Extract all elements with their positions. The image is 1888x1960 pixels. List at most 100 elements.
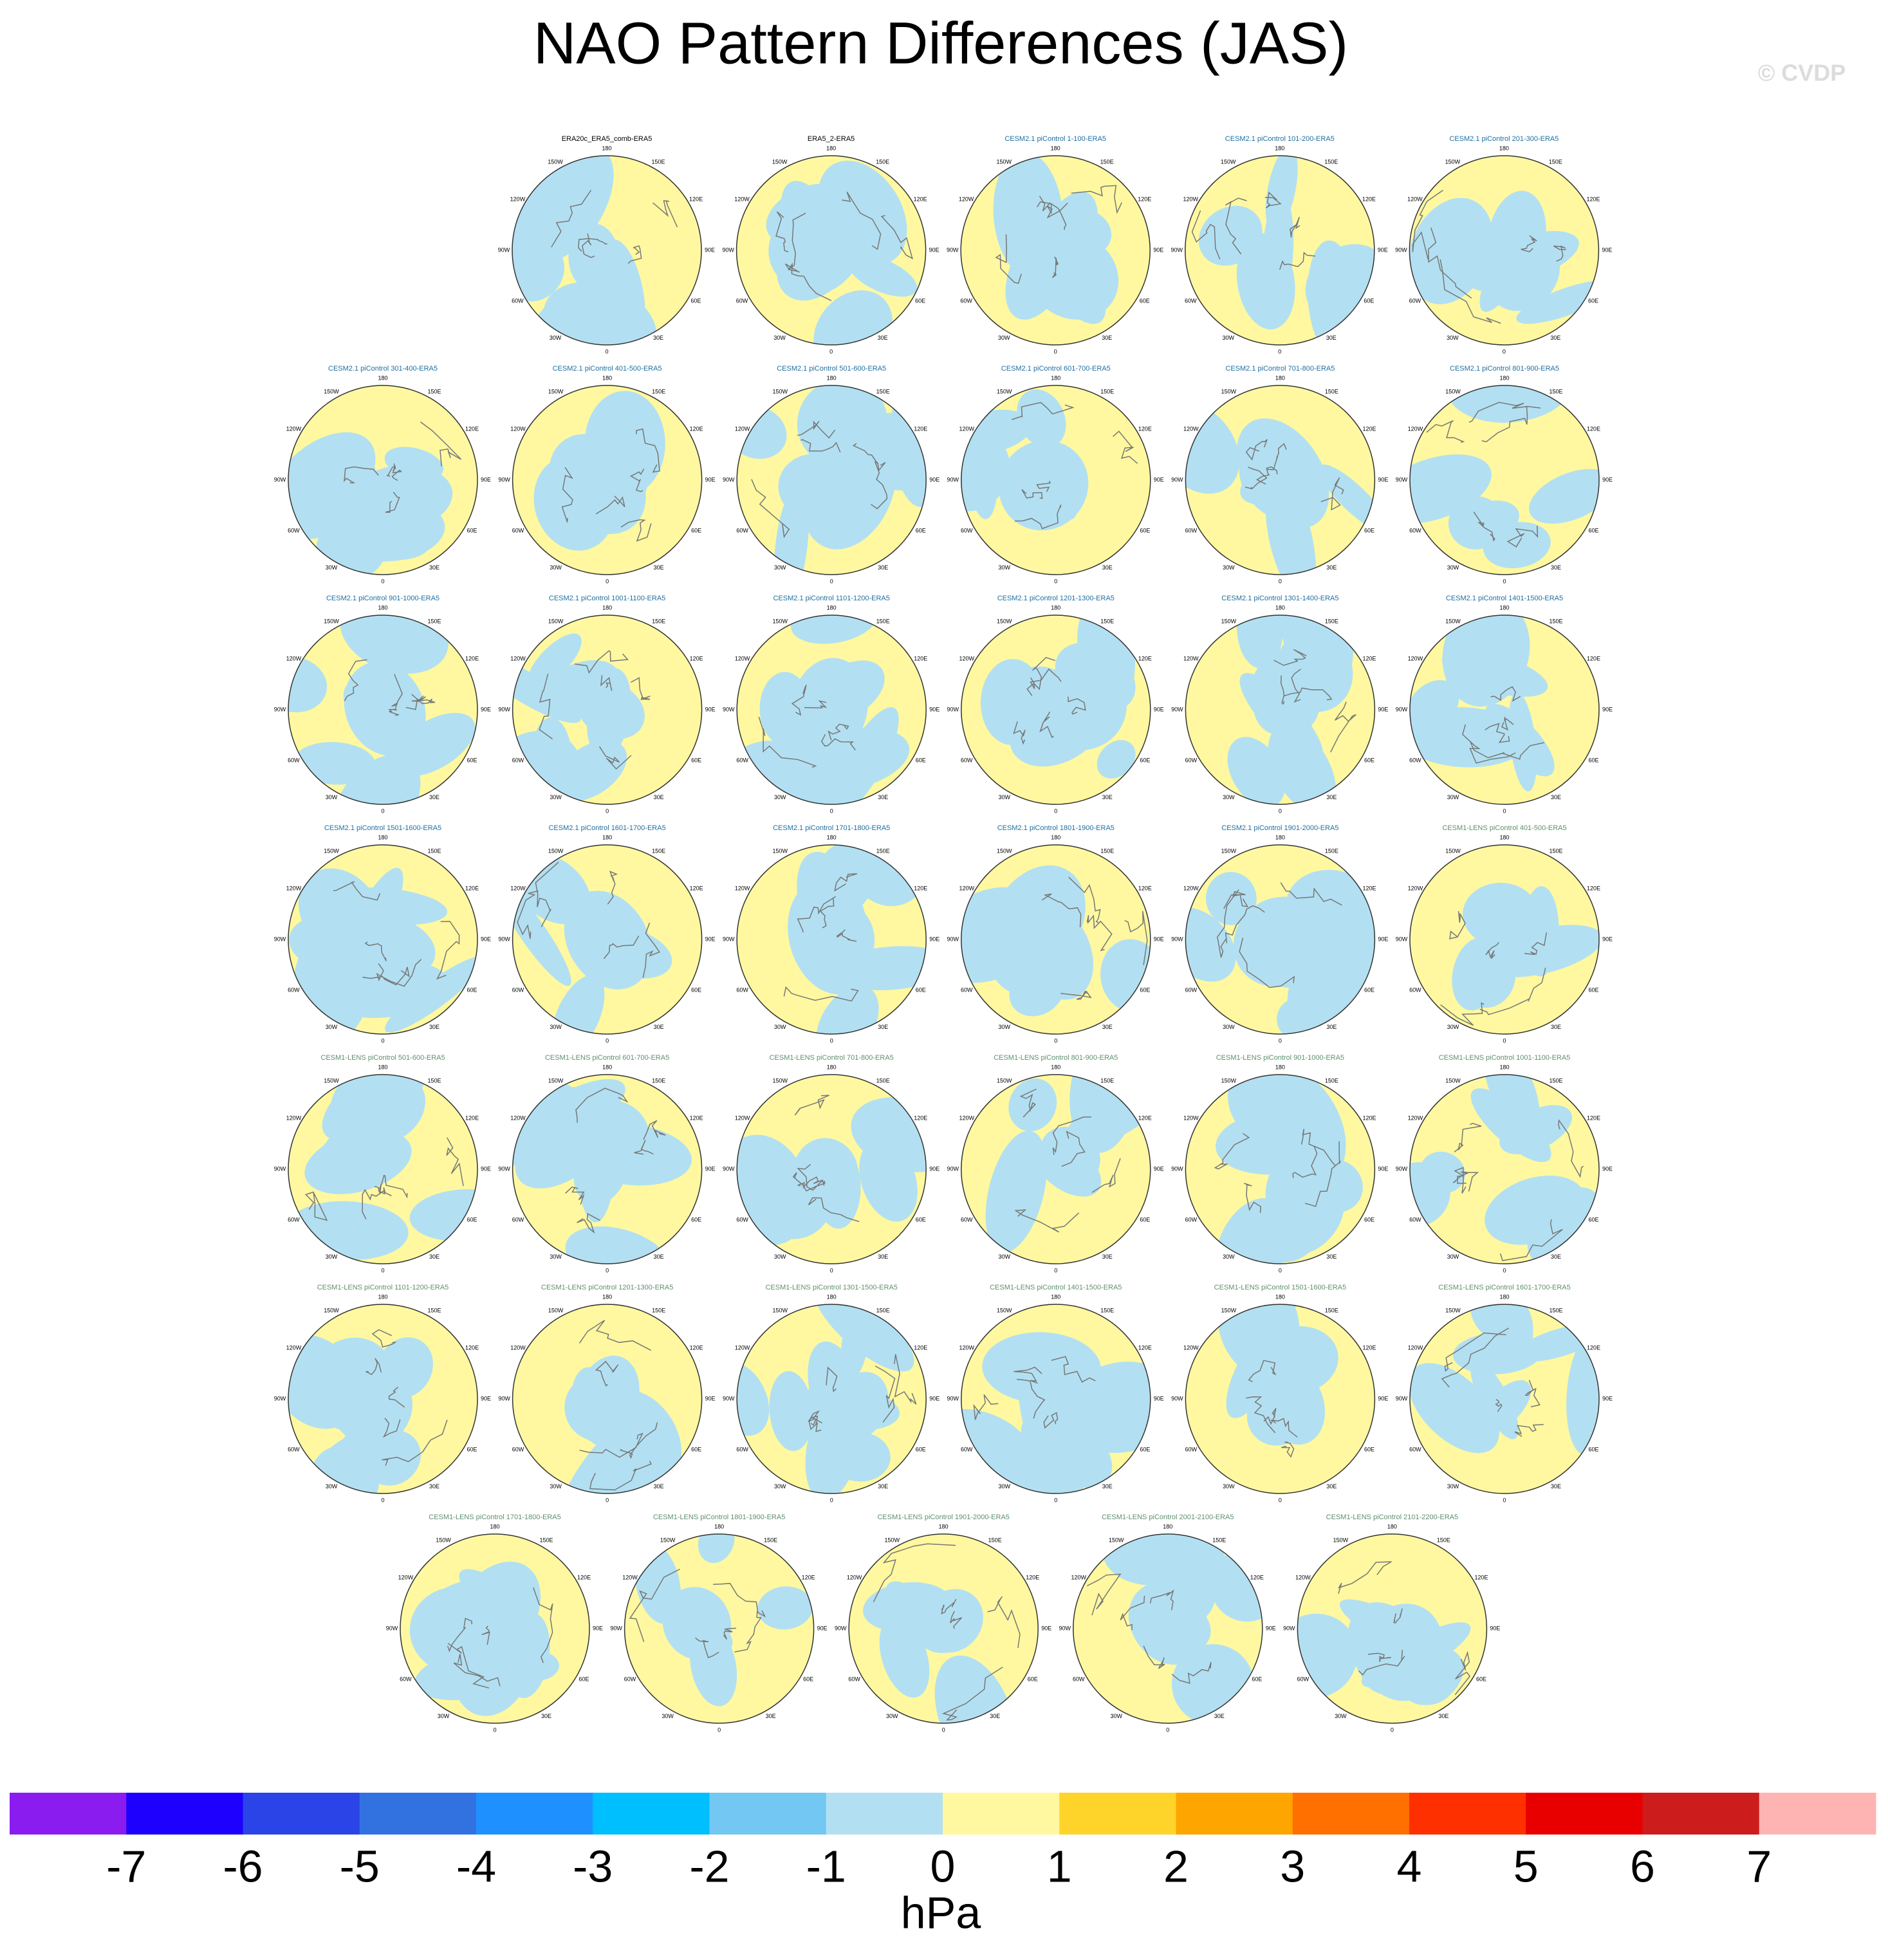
anomaly-region bbox=[1138, 1569, 1198, 1628]
longitude-label: 90W bbox=[723, 476, 735, 483]
map-field bbox=[961, 865, 1151, 1017]
coastline bbox=[551, 190, 678, 264]
longitude-label: 120E bbox=[914, 655, 927, 661]
longitude-label: 150W bbox=[997, 618, 1012, 625]
longitude-label: 180 bbox=[1051, 834, 1060, 840]
longitude-label: 120E bbox=[690, 425, 703, 432]
longitude-label: 0 bbox=[1054, 1267, 1057, 1273]
anomaly-region bbox=[698, 1534, 735, 1564]
longitude-label: 0 bbox=[1279, 578, 1282, 584]
longitude-label: 60E bbox=[916, 1216, 926, 1223]
longitude-label: 90E bbox=[817, 1625, 828, 1631]
longitude-label: 90E bbox=[1154, 476, 1164, 483]
longitude-label: 90E bbox=[1153, 246, 1163, 253]
longitude-label: 120E bbox=[914, 425, 927, 432]
panel-title: CESM2.1 piControl 1501-1600-ERA5 bbox=[324, 824, 441, 832]
coastline bbox=[304, 1137, 464, 1221]
longitude-label: 180 bbox=[602, 374, 612, 381]
longitude-label: 150W bbox=[548, 618, 564, 625]
map-border bbox=[512, 385, 703, 575]
longitude-label: 150W bbox=[324, 1308, 339, 1314]
longitude-label: 60W bbox=[512, 986, 524, 993]
longitude-label: 0 bbox=[1503, 1037, 1506, 1044]
anomaly-region bbox=[990, 928, 1062, 995]
map-border bbox=[512, 615, 703, 805]
longitude-label: 120E bbox=[577, 1574, 591, 1580]
anomaly-region bbox=[1452, 938, 1501, 1011]
longitude-label: 120W bbox=[286, 655, 302, 661]
longitude-label: 180 bbox=[1275, 1293, 1285, 1300]
map-border bbox=[736, 1074, 927, 1264]
longitude-label: 120W bbox=[1183, 1344, 1199, 1351]
longitude-label: 0 bbox=[830, 808, 833, 814]
anomaly-region bbox=[1499, 1105, 1572, 1154]
longitude-label: 60E bbox=[1589, 527, 1599, 533]
longitude-label: 120E bbox=[914, 196, 927, 202]
longitude-label: 90W bbox=[1059, 1625, 1071, 1631]
longitude-label: 60W bbox=[736, 1216, 748, 1223]
longitude-label: 30E bbox=[541, 1713, 551, 1719]
map-border bbox=[288, 615, 478, 805]
map-border bbox=[1185, 615, 1376, 805]
anomaly-region bbox=[423, 1580, 527, 1662]
longitude-label: 180 bbox=[827, 374, 837, 381]
longitude-label: 90W bbox=[1395, 246, 1407, 253]
longitude-label: 30E bbox=[1102, 1483, 1113, 1490]
longitude-label: 60E bbox=[1364, 527, 1374, 533]
coastline bbox=[344, 421, 462, 513]
map-panel: CESM1-LENS piControl 1001-1100-ERA5 180 15… bbox=[1396, 1054, 1613, 1273]
coastline bbox=[1462, 686, 1544, 764]
color-box bbox=[1759, 1793, 1876, 1835]
longitude-label: 180 bbox=[1387, 1523, 1397, 1530]
longitude-label: 150E bbox=[876, 1308, 890, 1314]
colorbar-tick-label: 6 bbox=[1630, 1841, 1655, 1891]
anomaly-region bbox=[1097, 740, 1136, 779]
longitude-label: 150E bbox=[427, 1078, 441, 1084]
longitude-label: 60W bbox=[960, 297, 972, 304]
anomaly-region bbox=[863, 1582, 952, 1632]
longitude-label: 60E bbox=[1364, 757, 1374, 763]
longitude-label: 30W bbox=[1447, 1253, 1459, 1260]
longitude-label: 180 bbox=[1499, 1293, 1509, 1300]
map-border bbox=[1185, 844, 1376, 1035]
anomaly-region bbox=[1248, 1376, 1313, 1424]
map-field bbox=[1409, 189, 1599, 324]
longitude-label: 150E bbox=[988, 1537, 1002, 1544]
anomaly-region bbox=[1566, 1331, 1599, 1456]
longitude-label: 180 bbox=[602, 1293, 612, 1300]
longitude-label: 150W bbox=[772, 1308, 788, 1314]
map-border bbox=[1409, 385, 1600, 575]
anomaly-region bbox=[797, 851, 869, 973]
coastline bbox=[1245, 439, 1344, 511]
longitude-label: 150W bbox=[1221, 1078, 1237, 1084]
longitude-label: 30E bbox=[878, 1253, 888, 1260]
map-field bbox=[766, 160, 918, 345]
longitude-label: 30E bbox=[1102, 1253, 1113, 1260]
map-field bbox=[985, 1075, 1151, 1253]
longitude-label: 150W bbox=[324, 848, 339, 855]
panel-title: CESM1-LENS piControl 701-800-ERA5 bbox=[770, 1054, 894, 1062]
longitude-label: 150E bbox=[427, 618, 441, 625]
longitude-label: 0 bbox=[606, 578, 609, 584]
longitude-label: 60W bbox=[1297, 1676, 1310, 1682]
longitude-label: 30E bbox=[990, 1713, 1000, 1719]
longitude-label: 60W bbox=[288, 1446, 300, 1452]
map-panel: CESM1-LENS piControl 1601-1700-ERA5 180 15… bbox=[1396, 1284, 1613, 1503]
panel-title: ERA20c_ERA5_comb-ERA5 bbox=[562, 135, 652, 143]
longitude-label: 0 bbox=[381, 808, 384, 814]
color-box bbox=[359, 1793, 477, 1835]
longitude-label: 90E bbox=[1602, 936, 1613, 942]
longitude-label: 120W bbox=[286, 425, 302, 432]
panel-title: CESM1-LENS piControl 901-1000-ERA5 bbox=[1216, 1054, 1344, 1062]
longitude-label: 120E bbox=[1587, 1114, 1600, 1121]
longitude-label: 120E bbox=[1138, 1114, 1152, 1121]
color-box bbox=[1292, 1793, 1410, 1835]
longitude-label: 120W bbox=[286, 1114, 302, 1121]
map-border bbox=[961, 1074, 1151, 1264]
longitude-label: 30W bbox=[1223, 564, 1235, 571]
color-box bbox=[1176, 1793, 1293, 1835]
longitude-label: 30E bbox=[878, 794, 888, 800]
color-box bbox=[1526, 1793, 1643, 1835]
anomaly-region bbox=[577, 681, 645, 739]
